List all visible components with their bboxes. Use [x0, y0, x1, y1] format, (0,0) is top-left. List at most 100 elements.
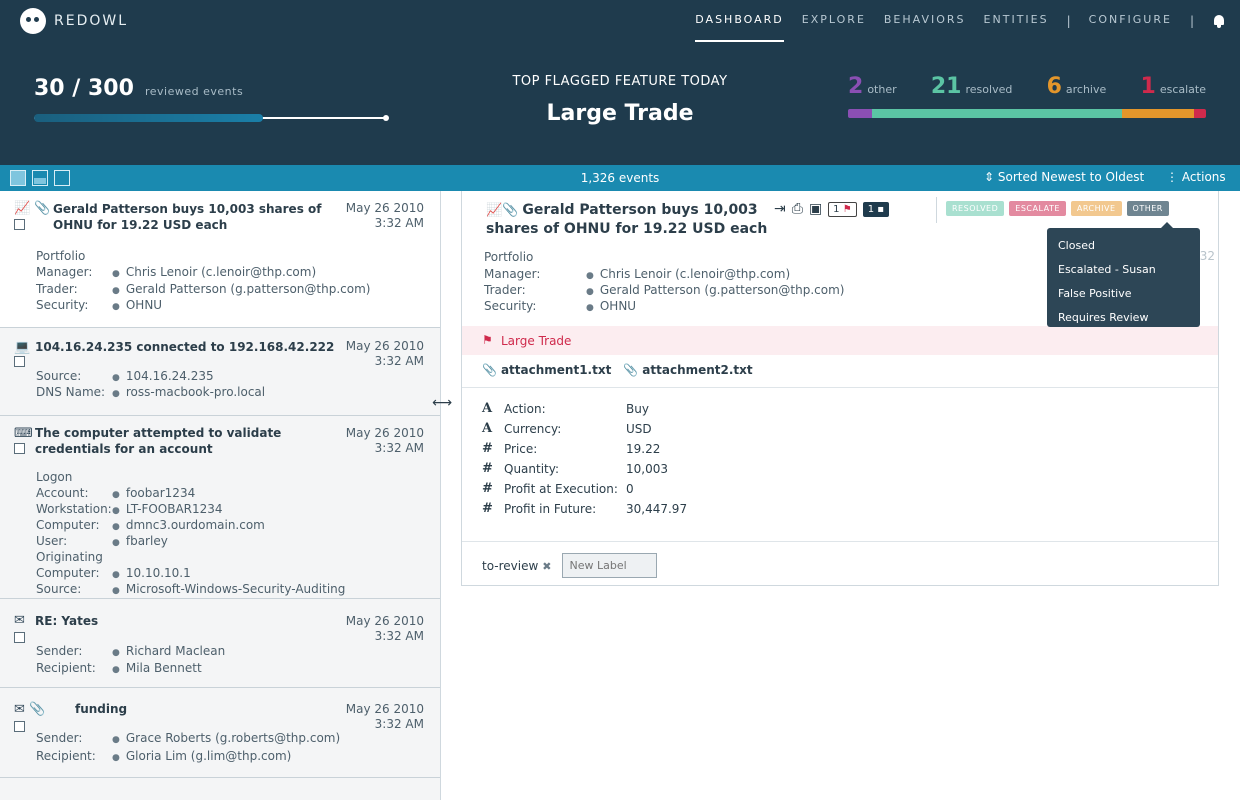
field-value[interactable]: Chris Lenoir (c.lenoir@thp.com): [586, 267, 790, 281]
field-value[interactable]: dmnc3.ourdomain.com: [112, 518, 265, 532]
dropdown-option-requires-review[interactable]: Requires Review: [1058, 311, 1149, 324]
nav-entities[interactable]: ENTITIES: [983, 13, 1049, 26]
field-value[interactable]: Gerald Patterson (g.patterson@thp.com): [586, 283, 844, 297]
stat-bar-segment-archive: [1122, 109, 1195, 118]
logo[interactable]: REDOWL: [20, 8, 128, 34]
field-value[interactable]: ross-macbook-pro.local: [112, 385, 265, 399]
flag-label[interactable]: Large Trade: [501, 334, 572, 348]
item-field: Trader: Gerald Patterson (g.patterson@thp…: [36, 281, 370, 299]
field-value[interactable]: Richard Maclean: [112, 644, 225, 658]
email-icon: ✉: [14, 613, 25, 628]
field-key: Currency:: [504, 422, 562, 436]
view-full-icon[interactable]: [10, 170, 26, 186]
archive-button[interactable]: ARCHIVE: [1070, 201, 1122, 216]
item-date-day: May 26 2010: [345, 201, 424, 215]
flag-count-button[interactable]: 1 ⚑: [828, 201, 857, 217]
text-type-icon: A: [482, 421, 493, 436]
field-key: Manager:: [36, 265, 93, 279]
item-date: May 26 2010 3:32 AM: [344, 614, 424, 644]
item-field: Recipient: Gloria Lim (g.lim@thp.com): [36, 748, 291, 766]
number-type-icon: #: [482, 481, 493, 496]
field-key: Sender:: [36, 731, 83, 745]
stat-archive[interactable]: 6 archive: [1047, 74, 1107, 99]
field-value[interactable]: Microsoft-Windows-Security-Auditing: [112, 582, 345, 596]
select-checkbox[interactable]: [14, 219, 25, 230]
list-item[interactable]: [0, 778, 440, 800]
select-checkbox[interactable]: [14, 721, 25, 732]
list-item[interactable]: 📈 📎 Gerald Patterson buys 10,003 shares …: [0, 191, 440, 328]
notifications-bell-icon[interactable]: [1212, 14, 1226, 28]
nav-configure[interactable]: CONFIGURE: [1088, 13, 1172, 26]
list-item[interactable]: 💻 104.16.24.235 connected to 192.168.42.…: [0, 328, 440, 416]
resize-handle-icon[interactable]: ⟷: [432, 395, 453, 411]
field-value[interactable]: OHNU: [112, 298, 162, 312]
nav-explore[interactable]: EXPLORE: [801, 13, 866, 26]
list-toolbar: 1,326 events ⇕ Sorted Newest to Oldest ⋮…: [0, 165, 1240, 191]
view-split-icon[interactable]: [32, 170, 48, 186]
image-icon[interactable]: ▣: [808, 201, 823, 217]
field-key: Trader:: [36, 282, 78, 296]
list-item[interactable]: ⌨ The computer attempted to validate cre…: [0, 416, 440, 599]
nav-behaviors[interactable]: BEHAVIORS: [883, 13, 966, 26]
remove-label-icon[interactable]: ✖: [542, 559, 552, 573]
stat-resolved-label: resolved: [965, 83, 1013, 96]
top-flag-value[interactable]: Large Trade: [546, 101, 694, 126]
item-date: May 26 2010 3:32 AM: [344, 339, 424, 369]
label-text: to-review: [482, 558, 539, 573]
attachment-link[interactable]: 📎 attachment1.txt: [482, 363, 611, 377]
field-value[interactable]: 104.16.24.235: [112, 369, 214, 383]
other-button[interactable]: OTHER: [1126, 201, 1169, 216]
open-external-icon[interactable]: ⇥: [774, 201, 786, 217]
field-value[interactable]: Gloria Lim (g.lim@thp.com): [112, 749, 291, 763]
select-checkbox[interactable]: [14, 632, 25, 643]
attachment-link[interactable]: 📎 attachment2.txt: [623, 363, 752, 377]
event-fields: A Action: Buy A Currency: USD # Price: 19.22 #…: [482, 399, 687, 519]
item-date-day: May 26 2010: [345, 614, 424, 628]
field-value[interactable]: foobar1234: [112, 486, 195, 500]
field-value[interactable]: OHNU: [586, 299, 636, 313]
detail-title-text: Gerald Patterson buys 10,003 shares of O…: [486, 202, 768, 237]
stat-other[interactable]: 2 other: [848, 74, 897, 99]
item-date-day: May 26 2010: [345, 426, 424, 440]
select-checkbox[interactable]: [14, 443, 25, 454]
item-field: Security: OHNU: [36, 297, 162, 315]
select-checkbox[interactable]: [14, 356, 25, 367]
field-value[interactable]: Chris Lenoir (c.lenoir@thp.com): [112, 265, 316, 279]
stat-resolved[interactable]: 21 resolved: [931, 74, 1012, 99]
field-value[interactable]: 10.10.10.1: [112, 566, 191, 580]
field-value[interactable]: Grace Roberts (g.roberts@thp.com): [112, 731, 340, 745]
stat-escalate[interactable]: 1 escalate: [1141, 74, 1206, 99]
field-value[interactable]: Mila Bennett: [112, 661, 202, 675]
item-field: Source: 104.16.24.235: [36, 368, 214, 386]
field-value[interactable]: fbarley: [112, 534, 168, 548]
dropdown-option-escalated-susan[interactable]: Escalated - Susan: [1058, 263, 1156, 276]
dropdown-option-closed[interactable]: Closed: [1058, 239, 1095, 252]
detail-field: Portfolio: [484, 249, 586, 265]
paperclip-icon: 📎: [482, 363, 497, 377]
escalate-button[interactable]: ESCALATE: [1009, 201, 1066, 216]
view-list-icon[interactable]: [54, 170, 70, 186]
nav-separator: |: [1189, 14, 1194, 28]
owl-logo-icon: [20, 8, 46, 34]
trade-attachment-icon: 📈📎: [486, 203, 519, 218]
laptop-icon: 💻: [14, 340, 31, 355]
field-value[interactable]: LT-FOOBAR1234: [112, 502, 223, 516]
nav-dashboard[interactable]: DASHBOARD: [695, 0, 784, 42]
number-type-icon: #: [482, 501, 493, 516]
actions-menu[interactable]: ⋮ Actions: [1166, 170, 1226, 184]
field-key: Originating: [36, 550, 103, 564]
new-label-input[interactable]: [561, 553, 657, 578]
field-value[interactable]: Gerald Patterson (g.patterson@thp.com): [112, 282, 370, 296]
stat-bar-segment-escalate: [1194, 109, 1206, 118]
item-title: 104.16.24.235 connected to 192.168.42.22…: [35, 340, 335, 354]
comment-count-button[interactable]: 1 ▪: [862, 201, 890, 217]
print-icon[interactable]: ⎙: [791, 201, 803, 217]
item-date-day: May 26 2010: [345, 339, 424, 353]
dropdown-option-false-positive[interactable]: False Positive: [1058, 287, 1132, 300]
item-field: Computer: dmnc3.ourdomain.com: [36, 517, 265, 535]
resolved-button[interactable]: RESOLVED: [946, 201, 1005, 216]
stat-archive-count: 6: [1046, 74, 1062, 99]
sort-dropdown[interactable]: ⇕ Sorted Newest to Oldest: [984, 170, 1145, 184]
